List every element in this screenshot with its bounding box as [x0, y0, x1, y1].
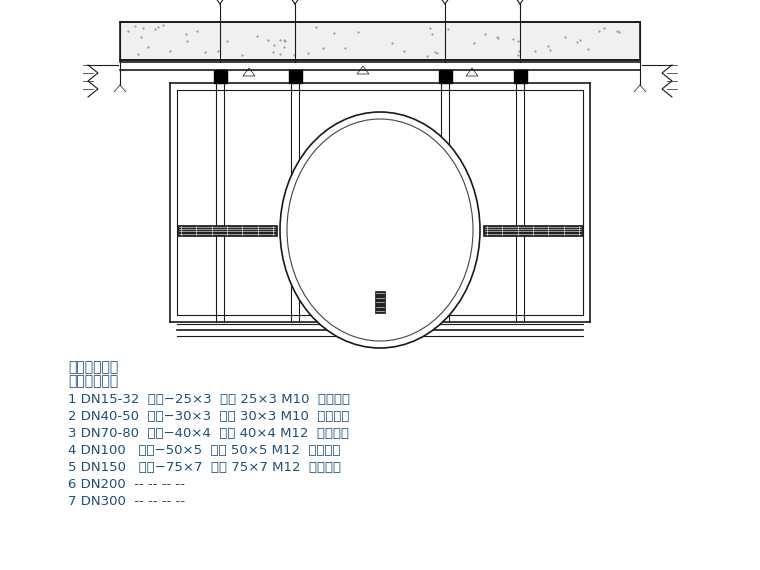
Bar — [514, 70, 527, 83]
Text: 4 DN100   角钢−50×5  扁钢 50×5 M12  膨胀螺栓: 4 DN100 角钢−50×5 扁钢 50×5 M12 膨胀螺栓 — [68, 444, 340, 457]
Text: 序号公称直径: 序号公称直径 — [68, 360, 119, 374]
Text: 5 DN150   角钢−75×7  扁钢 75×7 M12  膨胀螺栓: 5 DN150 角钢−75×7 扁钢 75×7 M12 膨胀螺栓 — [68, 461, 341, 474]
Text: 规格生根方式: 规格生根方式 — [68, 374, 119, 388]
Bar — [120, 22, 640, 60]
Text: 7 DN300  -- -- -- --: 7 DN300 -- -- -- -- — [68, 495, 185, 508]
Text: 6 DN200  -- -- -- --: 6 DN200 -- -- -- -- — [68, 478, 185, 491]
Bar — [177, 225, 277, 235]
Text: 3 DN70-80  角钢−40×4  扁钢 40×4 M12  膨胀螺栓: 3 DN70-80 角钢−40×4 扁钢 40×4 M12 膨胀螺栓 — [68, 427, 349, 440]
Bar — [483, 225, 583, 235]
Ellipse shape — [280, 112, 480, 348]
Text: 2 DN40-50  角钢−30×3  扁钢 30×3 M10  膨胀螺栓: 2 DN40-50 角钢−30×3 扁钢 30×3 M10 膨胀螺栓 — [68, 410, 350, 423]
Bar — [214, 70, 226, 83]
Bar — [375, 291, 385, 313]
Text: 1 DN15-32  角钢−25×3  扁钢 25×3 M10  膨胀螺栓: 1 DN15-32 角钢−25×3 扁钢 25×3 M10 膨胀螺栓 — [68, 393, 350, 406]
Bar — [289, 70, 302, 83]
Bar — [439, 70, 451, 83]
Ellipse shape — [287, 119, 473, 341]
